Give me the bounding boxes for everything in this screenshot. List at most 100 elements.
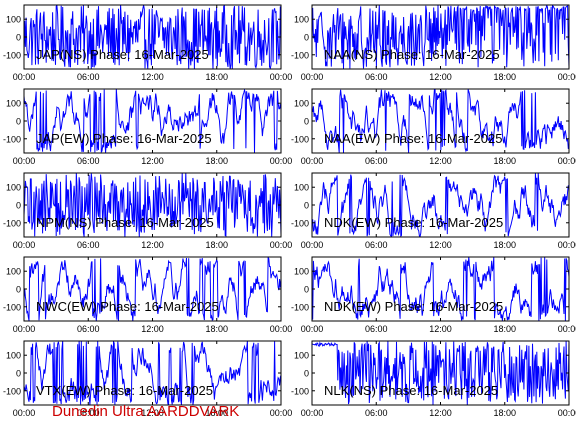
y-tick-label: 0 (304, 201, 309, 211)
phase-trace-line (24, 341, 281, 405)
x-tick-label: 00:00 (558, 72, 576, 82)
y-tick-label: 0 (16, 369, 21, 379)
panel-title: NLK(NS) Phase: 16-Mar-2025 (324, 383, 498, 398)
x-tick-label: 00:00 (301, 240, 324, 250)
y-tick-label: -100 (3, 218, 21, 228)
y-tick-label: 100 (6, 99, 21, 109)
panel-title: JAP(EW) Phase: 16-Mar-2025 (36, 131, 212, 146)
x-tick-label: 12:00 (429, 240, 452, 250)
y-tick-label: 0 (16, 33, 21, 43)
x-tick-label: 06:00 (365, 408, 388, 418)
x-tick-label: 00:00 (558, 324, 576, 334)
x-tick-label: 18:00 (493, 72, 516, 82)
chart-panel: 1000-10000:0006:0012:0018:0000:00NAA(EW)… (291, 88, 576, 166)
phase-trace-line (312, 173, 569, 237)
y-tick-label: 100 (294, 15, 309, 25)
x-tick-label: 00:00 (270, 156, 293, 166)
x-tick-label: 12:00 (141, 408, 164, 418)
panel-title: NAA(NS) Phase: 16-Mar-2025 (324, 47, 500, 62)
x-tick-label: 12:00 (429, 72, 452, 82)
x-tick-label: 18:00 (493, 240, 516, 250)
x-tick-label: 00:00 (558, 240, 576, 250)
y-tick-label: 0 (16, 285, 21, 295)
x-tick-label: 00:00 (13, 408, 36, 418)
phase-trace-line (312, 257, 569, 321)
y-tick-label: -100 (3, 386, 21, 396)
y-tick-label: 100 (294, 183, 309, 193)
x-tick-label: 12:00 (141, 156, 164, 166)
x-tick-label: 18:00 (205, 408, 228, 418)
panel-title: JAP(NS) Phase: 16-Mar-2025 (36, 47, 209, 62)
x-tick-label: 00:00 (301, 324, 324, 334)
x-tick-label: 12:00 (141, 240, 164, 250)
x-tick-label: 00:00 (301, 156, 324, 166)
y-tick-label: -100 (291, 50, 309, 60)
x-tick-label: 18:00 (493, 156, 516, 166)
panel-title: NAA(EW) Phase: 16-Mar-2025 (324, 131, 502, 146)
phase-trace-line (24, 5, 281, 69)
x-tick-label: 12:00 (141, 324, 164, 334)
y-tick-label: -100 (291, 386, 309, 396)
y-tick-label: 0 (304, 117, 309, 127)
y-tick-label: -100 (3, 302, 21, 312)
y-tick-label: 0 (304, 369, 309, 379)
phase-trace-line (24, 89, 281, 153)
y-tick-label: -100 (291, 302, 309, 312)
y-tick-label: 0 (16, 201, 21, 211)
y-tick-label: 0 (304, 33, 309, 43)
x-tick-label: 00:00 (270, 408, 293, 418)
phase-trace-line (312, 341, 569, 405)
x-tick-label: 12:00 (429, 156, 452, 166)
x-tick-label: 00:00 (13, 156, 36, 166)
y-tick-label: 100 (294, 267, 309, 277)
chart-panel: 1000-10000:0006:0012:0018:0000:00NAA(NS)… (291, 4, 576, 82)
y-tick-label: -100 (3, 134, 21, 144)
x-tick-label: 12:00 (141, 72, 164, 82)
y-tick-label: -100 (3, 50, 21, 60)
x-tick-label: 00:00 (13, 72, 36, 82)
x-tick-label: 06:00 (365, 72, 388, 82)
x-tick-label: 18:00 (205, 72, 228, 82)
y-tick-label: 100 (6, 351, 21, 361)
chart-panel: 1000-10000:0006:0012:0018:0000:00NLK(NS)… (291, 340, 576, 418)
x-tick-label: 00:00 (301, 408, 324, 418)
y-tick-label: 100 (294, 99, 309, 109)
x-tick-label: 06:00 (365, 156, 388, 166)
x-tick-label: 00:00 (13, 240, 36, 250)
chart-panel: 1000-10000:0006:0012:0018:0000:00NDK(EW)… (291, 172, 576, 250)
x-tick-label: 00:00 (13, 324, 36, 334)
x-tick-label: 12:00 (429, 324, 452, 334)
x-tick-label: 18:00 (493, 324, 516, 334)
x-tick-label: 12:00 (429, 408, 452, 418)
x-tick-label: 18:00 (205, 156, 228, 166)
panel-title: VTX(EW) Phase: 16-Mar-2025 (36, 383, 213, 398)
x-tick-label: 00:00 (301, 72, 324, 82)
y-tick-label: 0 (304, 285, 309, 295)
x-tick-label: 06:00 (77, 324, 100, 334)
x-tick-label: 06:00 (77, 240, 100, 250)
x-tick-label: 00:00 (270, 72, 293, 82)
panel-title: NDK(EW) Phase: 16-Mar-2025 (324, 215, 503, 230)
x-tick-label: 06:00 (365, 324, 388, 334)
x-tick-label: 00:00 (270, 240, 293, 250)
y-tick-label: 0 (16, 117, 21, 127)
chart-panel: 1000-10000:0006:0012:0018:0000:00NDK(EW)… (291, 256, 576, 334)
phase-trace-line (24, 173, 281, 237)
phase-trace-line (312, 5, 569, 69)
x-tick-label: 18:00 (205, 324, 228, 334)
x-tick-label: 00:00 (558, 408, 576, 418)
panel-title: NDK(EW) Phase: 16-Mar-2025 (324, 299, 503, 314)
x-tick-label: 18:00 (205, 240, 228, 250)
footer-caption: Dunedin Ultra AARDDVARK (52, 403, 240, 420)
y-tick-label: 100 (6, 15, 21, 25)
x-tick-label: 18:00 (493, 408, 516, 418)
x-tick-label: 00:00 (558, 156, 576, 166)
x-tick-label: 00:00 (270, 324, 293, 334)
panel-title: NPM(NS) Phase: 16-Mar-2025 (36, 215, 214, 230)
phase-trace-line (24, 257, 281, 321)
